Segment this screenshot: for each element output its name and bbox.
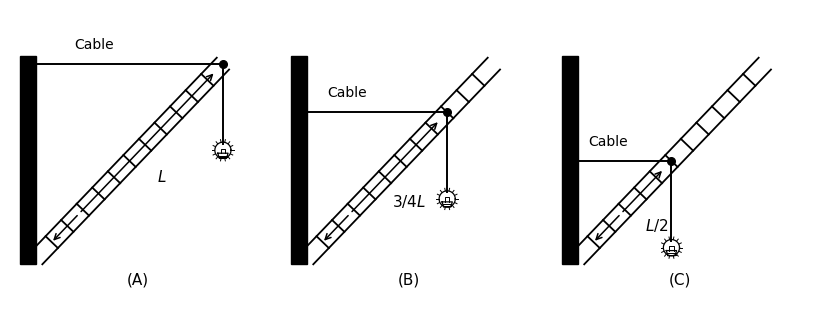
Text: (B): (B) [397,273,420,288]
Text: Cable: Cable [588,135,628,149]
Text: Cable: Cable [327,86,367,100]
Text: (A): (A) [127,273,149,288]
Text: (C): (C) [668,273,690,288]
Bar [20,56,36,264]
Bar [291,56,307,264]
Bar [562,56,578,264]
Text: $3/4L$: $3/4L$ [392,193,426,210]
Text: $L$: $L$ [157,169,167,185]
Text: $L/2$: $L/2$ [645,217,668,234]
Text: Cable: Cable [74,38,114,51]
